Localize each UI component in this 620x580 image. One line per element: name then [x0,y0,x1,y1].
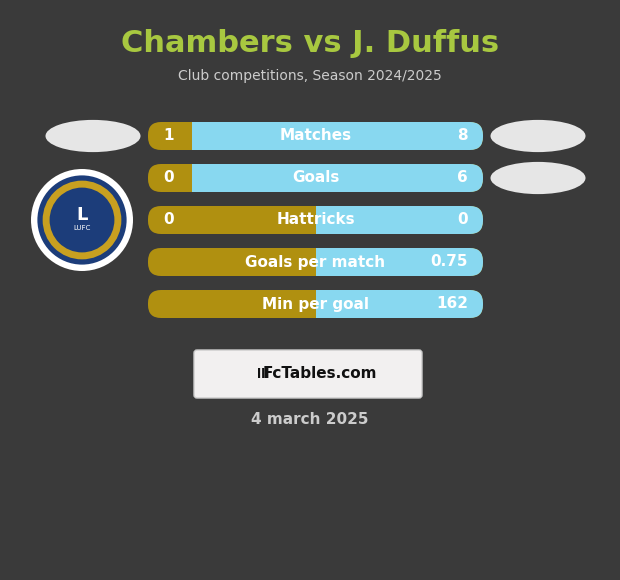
Text: 0: 0 [163,171,174,186]
Circle shape [31,169,133,271]
Bar [192,122,218,150]
Ellipse shape [45,120,141,152]
Text: LUFC: LUFC [73,225,91,231]
Text: Chambers vs J. Duffus: Chambers vs J. Duffus [121,30,499,59]
Text: Matches: Matches [280,129,352,143]
Ellipse shape [490,162,585,194]
FancyBboxPatch shape [148,290,483,318]
FancyBboxPatch shape [148,206,483,234]
Text: Hattricks: Hattricks [276,212,355,227]
Bar [316,290,342,318]
Text: 4 march 2025: 4 march 2025 [251,412,369,427]
FancyBboxPatch shape [316,206,483,234]
Text: 8: 8 [458,129,468,143]
FancyBboxPatch shape [194,350,422,398]
FancyBboxPatch shape [148,164,483,192]
Bar [293,248,316,276]
FancyBboxPatch shape [192,122,483,150]
Text: 0: 0 [163,212,174,227]
Bar [316,206,342,234]
FancyBboxPatch shape [148,122,483,150]
Text: 6: 6 [458,171,468,186]
Text: Goals per match: Goals per match [246,255,386,270]
FancyBboxPatch shape [316,248,483,276]
Text: Goals: Goals [292,171,339,186]
Text: 0.75: 0.75 [430,255,468,270]
Text: Club competitions, Season 2024/2025: Club competitions, Season 2024/2025 [178,69,442,83]
Bar [316,248,342,276]
Text: 1: 1 [163,129,174,143]
Text: L: L [76,206,87,224]
FancyBboxPatch shape [316,290,483,318]
Circle shape [53,191,110,248]
Ellipse shape [490,120,585,152]
Bar [169,164,192,192]
FancyBboxPatch shape [192,164,483,192]
Text: lll: lll [257,368,269,380]
Bar [169,122,192,150]
Text: 162: 162 [436,296,468,311]
Text: 0: 0 [458,212,468,227]
Bar [293,206,316,234]
Bar [293,290,316,318]
Text: Min per goal: Min per goal [262,296,369,311]
Circle shape [36,174,128,266]
Bar [192,164,218,192]
FancyBboxPatch shape [148,248,483,276]
Text: FcTables.com: FcTables.com [263,367,377,382]
